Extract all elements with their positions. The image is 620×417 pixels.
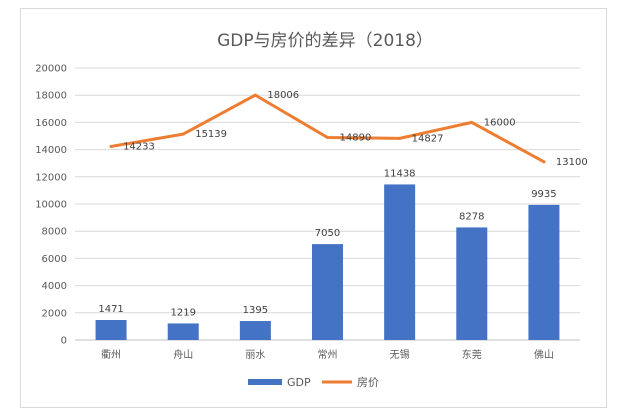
price-data-label: 14233 [123, 141, 155, 152]
price-point [109, 144, 113, 148]
gdp-bar [239, 321, 271, 340]
y-tick-label: 4000 [42, 281, 67, 292]
y-axis-ticks: 0 2000 4000 6000 8000 10000 12000 14000 16000 180… [35, 64, 67, 347]
y-tick-label: 0 [61, 336, 67, 347]
y-tick-label: 12000 [35, 172, 67, 183]
chart-frame [20, 8, 607, 408]
price-point [398, 136, 402, 140]
x-tick-label: 无锡 [390, 348, 410, 361]
data-labels: 1471 1219 1395 7050 11438 8278 9935 14233 15139 1… [98, 90, 587, 318]
y-tick-label: 14000 [35, 145, 67, 156]
gdp-bar [384, 184, 416, 340]
y-tick-label: 10000 [35, 200, 67, 211]
x-axis-ticks: 衢州 舟山 丽水 常州 无锡 东莞 佛山 [101, 348, 554, 361]
gdp-bars [95, 184, 560, 340]
price-point [542, 160, 546, 164]
price-point [253, 93, 257, 97]
y-tick-label: 2000 [42, 308, 67, 319]
gdp-bar [528, 204, 560, 340]
legend-gdp-label: GDP [287, 376, 311, 389]
price-data-label: 18006 [267, 90, 299, 101]
y-tick-label: 20000 [35, 64, 67, 75]
gdp-data-label: 8278 [459, 211, 484, 222]
gdp-data-label: 11438 [384, 168, 416, 179]
x-tick-label: 丽水 [245, 349, 265, 361]
price-data-label: 13100 [556, 157, 588, 168]
price-data-label: 15139 [195, 129, 227, 140]
gdp-data-label: 9935 [531, 189, 556, 200]
gdp-bar [95, 319, 127, 340]
price-line-path [109, 93, 546, 164]
gdp-data-label: 7050 [315, 228, 340, 239]
legend-price-label: 房价 [357, 376, 379, 389]
price-data-label: 16000 [484, 117, 516, 128]
price-point [470, 120, 474, 124]
gdp-data-label: 1219 [170, 307, 195, 318]
price-point [326, 135, 329, 139]
price-point [181, 132, 185, 136]
x-tick-label: 舟山 [173, 348, 193, 361]
price-data-label: 14890 [340, 132, 372, 143]
gdp-bar [456, 227, 488, 340]
y-tick-label: 6000 [42, 254, 67, 265]
gdp-bar [167, 323, 199, 340]
x-tick-label: 常州 [318, 348, 338, 361]
legend-gdp-swatch [248, 379, 282, 385]
gridlines [75, 67, 580, 341]
gdp-data-label: 1395 [243, 305, 268, 316]
price-line [109, 93, 546, 164]
y-tick-label: 18000 [35, 91, 67, 102]
x-tick-label: 衢州 [101, 349, 121, 361]
gdp-bar [312, 244, 343, 340]
price-data-label: 14827 [412, 133, 444, 144]
legend: GDP 房价 [248, 376, 379, 389]
y-tick-label: 8000 [42, 227, 67, 238]
chart-title: GDP与房价的差异（2018） [217, 31, 433, 51]
x-tick-label: 东莞 [462, 348, 482, 361]
gdp-data-label: 1471 [98, 304, 123, 315]
y-tick-label: 16000 [35, 118, 67, 129]
x-tick-label: 佛山 [534, 348, 554, 361]
